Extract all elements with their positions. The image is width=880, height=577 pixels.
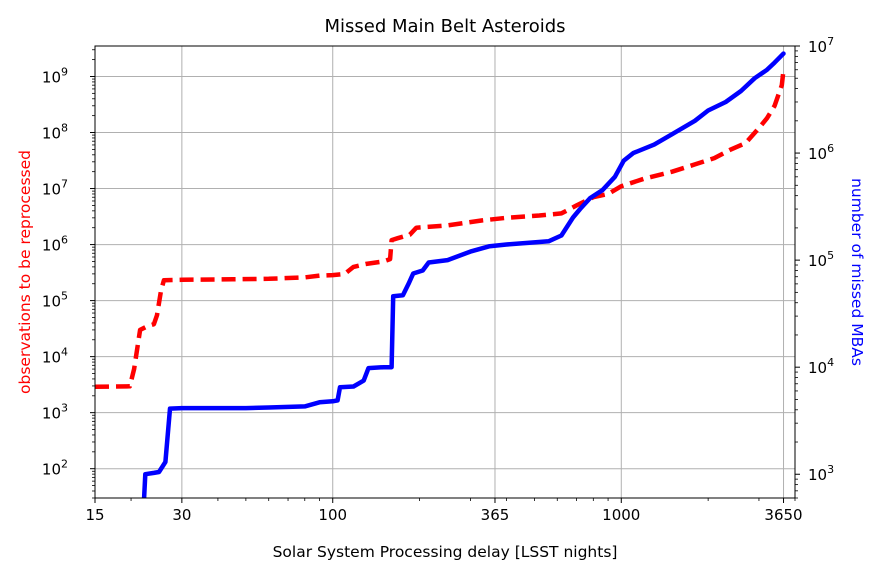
y-right-tick-label: 104 — [808, 356, 834, 377]
series-layer — [95, 51, 786, 498]
y-left-tick-label: 104 — [42, 346, 68, 367]
x-axis-label: Solar System Processing delay [LSST nigh… — [273, 543, 618, 561]
plot-frame — [94, 45, 796, 499]
observations-series-line — [95, 69, 786, 390]
x-tick-label: 1000 — [602, 506, 640, 524]
x-tick-label: 100 — [318, 506, 347, 524]
y-left-tick-label: 102 — [42, 458, 68, 479]
chart-title: Missed Main Belt Asteroids — [324, 16, 565, 37]
tick-labels: 15 30 100 365 1000 3650 102 103 104 105 106 107 108 1… — [42, 35, 834, 524]
tick-marks — [90, 45, 800, 503]
x-tick-label: 3650 — [764, 506, 802, 524]
y-right-tick-label: 103 — [808, 463, 834, 484]
y-left-tick-label: 105 — [42, 290, 68, 311]
y-left-axis-label: observations to be reprocessed — [16, 150, 34, 394]
y-left-tick-label: 103 — [42, 402, 68, 423]
y-right-axis-label: number of missed MBAs — [848, 178, 866, 366]
missed-mbas-series-line — [141, 51, 786, 498]
y-left-tick-label: 107 — [42, 178, 68, 199]
x-tick-label: 15 — [85, 506, 104, 524]
grid-lines — [94, 46, 795, 498]
x-tick-label: 30 — [172, 506, 191, 524]
y-left-tick-label: 108 — [42, 122, 68, 143]
x-tick-label: 365 — [481, 506, 510, 524]
y-left-tick-label: 106 — [42, 234, 68, 255]
y-left-tick-label: 109 — [42, 65, 68, 86]
y-right-tick-label: 105 — [808, 249, 834, 270]
y-right-tick-label: 106 — [808, 142, 834, 163]
y-right-tick-label: 107 — [808, 35, 834, 56]
